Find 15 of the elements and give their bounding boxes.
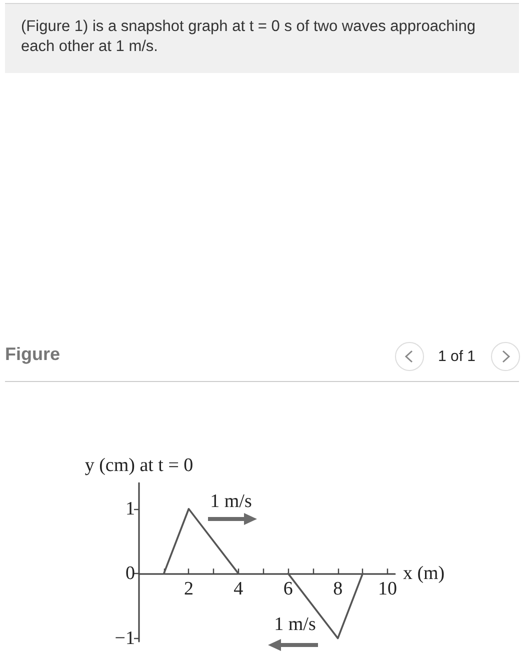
x-tick-label: 10	[378, 578, 398, 600]
annotation: 1 m/s	[274, 614, 316, 636]
y-axis-title: y (cm) at t = 0	[84, 455, 194, 476]
text: 1 of 1	[438, 348, 476, 365]
y-tick-label: 0	[126, 563, 135, 584]
x-tick-label: 8	[333, 578, 343, 600]
y-tick-label: −1	[114, 628, 135, 649]
x-tick-label: 2	[184, 578, 194, 600]
x-tick-label: 4	[234, 578, 244, 600]
x-axis-title: x (m)	[402, 563, 445, 584]
annotation: 1 m/s	[210, 491, 252, 513]
x-tick-label: 6	[283, 578, 293, 600]
text: (Figure 1) is a snapshot graph at t = 0 s of two waves approaching each other at 1 m/s.	[21, 17, 476, 57]
y-tick-label: 1	[126, 498, 135, 520]
chart-title: Figure	[5, 344, 60, 365]
